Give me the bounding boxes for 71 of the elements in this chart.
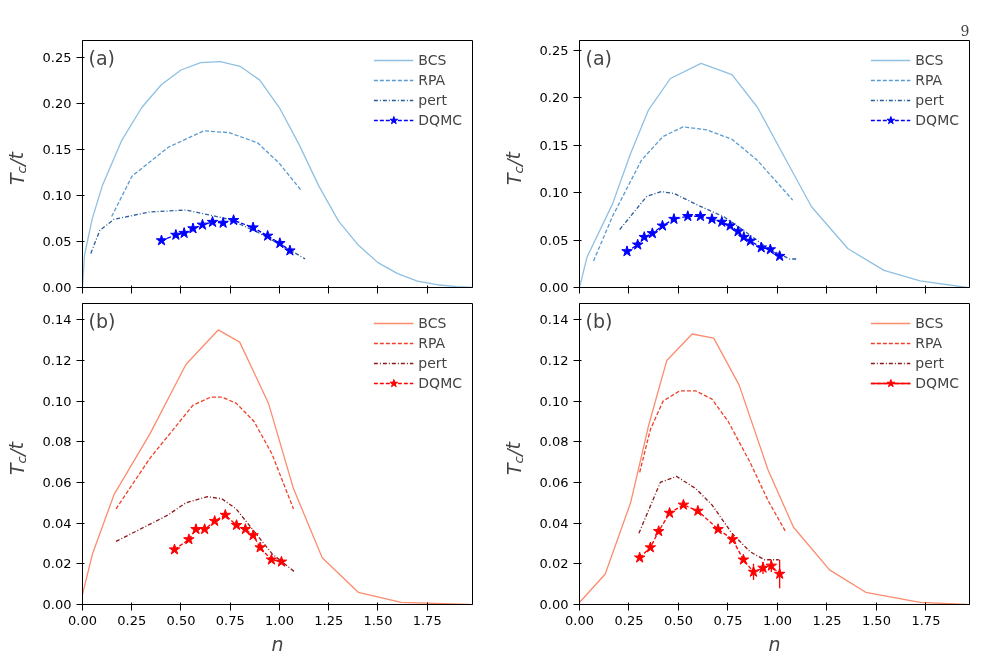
legend-label: pert xyxy=(915,92,945,108)
y-tick-label: 0.12 xyxy=(539,352,569,368)
y-tick-label: 0.15 xyxy=(42,141,72,157)
legend-label: BCS xyxy=(418,52,447,68)
x-tick-label: 1.50 xyxy=(861,612,891,628)
y-tick-label: 0.10 xyxy=(42,393,72,409)
y-tick-label: 0.10 xyxy=(539,185,569,200)
y-tick-label: 0.02 xyxy=(42,556,72,572)
y-tick-label: 0.06 xyxy=(42,474,72,490)
text: 9 xyxy=(960,22,970,39)
y-axis-title: Tc/t xyxy=(5,440,29,475)
x-tick-label: 0.00 xyxy=(565,612,594,628)
y-tick-label: 0.15 xyxy=(539,137,569,153)
legend-label: BCS xyxy=(915,52,944,68)
y-tick-label: 0.00 xyxy=(539,280,569,295)
x-tick-label: 0.75 xyxy=(215,612,245,628)
y-tick-label: 0.14 xyxy=(42,312,72,328)
y-tick-label: 0.12 xyxy=(42,352,72,368)
y-tick-label: 0.14 xyxy=(539,312,569,328)
x-axis-title: n xyxy=(768,632,781,655)
y-tick-label: 0.08 xyxy=(539,434,569,450)
annotation: (b) xyxy=(585,309,613,332)
x-tick-label: 1.25 xyxy=(812,612,842,628)
y-tick-label: 0.25 xyxy=(539,42,569,58)
y-tick-label: 0.00 xyxy=(42,280,72,295)
legend-label: RPA xyxy=(418,335,446,351)
y-tick-label: 0.20 xyxy=(539,90,569,105)
x-tick-label: 1.75 xyxy=(911,612,941,628)
y-tick-label: 0.02 xyxy=(539,556,569,572)
legend-label: pert xyxy=(915,355,945,371)
annotation: (b) xyxy=(88,309,116,332)
legend-label: RPA xyxy=(915,335,943,351)
annotation: (a) xyxy=(585,46,612,69)
y-tick-label: 0.08 xyxy=(42,434,72,450)
legend-label: DQMC xyxy=(915,112,959,128)
y-tick-label: 0.04 xyxy=(42,515,72,531)
y-tick-label: 0.10 xyxy=(539,393,569,409)
x-axis-title: n xyxy=(271,632,284,655)
legend-label: BCS xyxy=(915,315,944,331)
y-tick-label: 0.25 xyxy=(42,49,72,65)
x-tick-label: 1.00 xyxy=(265,612,294,628)
y-tick-label: 0.00 xyxy=(539,597,569,612)
x-tick-label: 1.00 xyxy=(763,612,792,628)
y-tick-label: 0.20 xyxy=(42,95,72,111)
x-tick-label: 1.75 xyxy=(412,612,442,628)
legend-label: pert xyxy=(418,355,448,371)
legend-label: DQMC xyxy=(418,112,462,128)
x-tick-label: 1.25 xyxy=(314,612,344,628)
y-axis-title: Tc/t xyxy=(5,150,29,185)
legend-label: pert xyxy=(418,92,448,108)
y-tick-label: 0.04 xyxy=(539,515,569,531)
x-tick-label: 0.50 xyxy=(664,612,693,628)
x-tick-label: 1.50 xyxy=(363,612,393,628)
legend-label: BCS xyxy=(418,315,447,331)
legend-label: DQMC xyxy=(418,375,462,391)
legend-label: RPA xyxy=(418,72,446,88)
y-axis-title: Tc/t xyxy=(502,440,526,475)
x-tick-label: 0.75 xyxy=(713,612,743,628)
y-tick-label: 0.10 xyxy=(42,187,72,203)
legend-label: RPA xyxy=(915,72,943,88)
y-axis-title: Tc/t xyxy=(502,150,526,185)
x-tick-label: 0.25 xyxy=(614,612,644,628)
x-tick-label: 0.00 xyxy=(68,612,97,628)
y-tick-label: 0.00 xyxy=(42,597,72,612)
legend-label: DQMC xyxy=(915,375,959,391)
y-tick-label: 0.06 xyxy=(539,474,569,490)
y-tick-label: 0.05 xyxy=(539,232,569,248)
y-tick-label: 0.05 xyxy=(42,233,72,249)
x-tick-label: 0.25 xyxy=(117,612,147,628)
x-tick-label: 0.50 xyxy=(166,612,196,628)
annotation: (a) xyxy=(88,46,115,69)
